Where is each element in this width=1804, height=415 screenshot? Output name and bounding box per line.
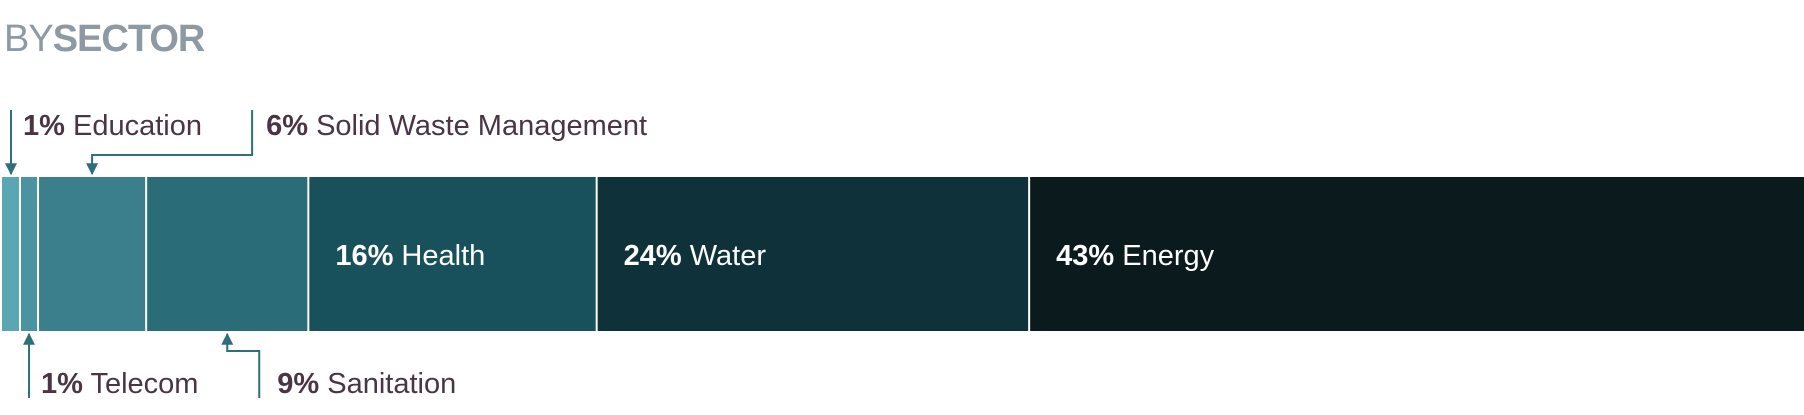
chart-title: BYSECTOR [4, 18, 206, 61]
data-label-education: 1% Education [23, 110, 202, 142]
chart-title-prefix: BY [4, 18, 54, 60]
data-label-solid-waste-management: 6% Solid Waste Management [266, 110, 647, 142]
data-label-water: 24% Water [624, 240, 767, 272]
data-label-health: 16% Health [335, 240, 485, 272]
leader-line-sanitation [221, 332, 261, 398]
bar-segment-education [2, 177, 21, 331]
leader-line-solid-waste-management [86, 110, 254, 176]
bar-segment-health [308, 177, 597, 331]
bar-segment-energy [1029, 177, 1804, 331]
bar-segment-telecom [20, 177, 39, 331]
data-label-sanitation: 9% Sanitation [277, 368, 456, 400]
bar-segment-sanitation [146, 177, 309, 331]
data-label-telecom: 1% Telecom [41, 368, 198, 400]
bar-segment-solid-waste-management [38, 177, 147, 331]
data-label-energy: 43% Energy [1056, 240, 1214, 272]
bar-segment-water [596, 177, 1030, 331]
chart-title-main: SECTOR [52, 18, 206, 60]
